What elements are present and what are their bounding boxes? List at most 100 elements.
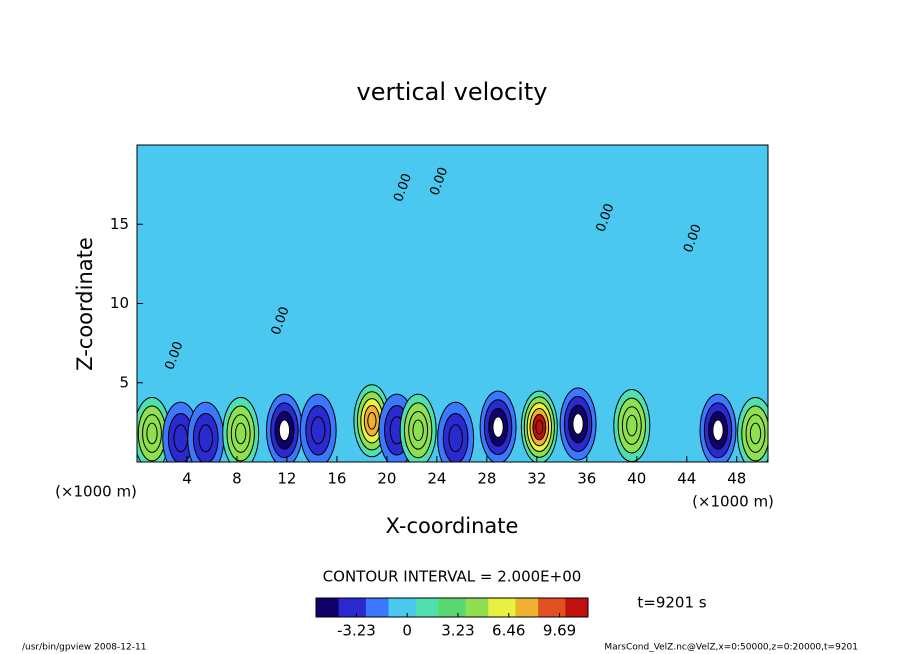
colorbar-segment — [347, 598, 353, 617]
feature — [712, 419, 724, 442]
x-tick-label: 48 — [727, 470, 746, 488]
colorbar-segment — [456, 598, 462, 617]
colorbar-segment — [538, 598, 544, 617]
colorbar-segment — [411, 598, 417, 617]
x-tick-label: 12 — [277, 470, 296, 488]
colorbar-segment — [361, 598, 367, 617]
colorbar-segment — [442, 598, 448, 617]
x-unit: (×1000 m) — [692, 493, 774, 511]
feature — [198, 424, 213, 453]
colorbar-frame — [315, 597, 589, 618]
colorbar-segment — [524, 598, 530, 617]
colorbar-segment — [334, 598, 340, 617]
colorbar-segment — [560, 598, 566, 617]
colorbar-segment — [352, 598, 358, 617]
colorbar-segment — [433, 598, 439, 617]
colorbar-segment — [574, 598, 580, 617]
colorbar-segment — [365, 598, 371, 617]
colorbar-segment — [465, 598, 471, 617]
feature — [572, 413, 584, 435]
colorbar-segment — [402, 598, 408, 617]
x-tick-label: 28 — [477, 470, 496, 488]
contour-interval: CONTOUR INTERVAL = 2.000E+00 — [323, 568, 582, 586]
colorbar-segment — [470, 598, 476, 617]
colorbar-segment — [374, 598, 380, 617]
colorbar-segment — [547, 598, 553, 617]
colorbar-segment — [452, 598, 458, 617]
colorbar-segment — [429, 598, 435, 617]
time-label: t=9201 s — [637, 594, 706, 612]
colorbar-segment — [329, 598, 335, 617]
feature — [173, 424, 188, 453]
colorbar-segment — [320, 598, 326, 617]
feature — [367, 411, 377, 430]
feature — [310, 416, 326, 445]
colorbar-tick-label: -3.23 — [337, 622, 376, 640]
colorbar-tick-label: 6.46 — [492, 622, 525, 640]
colorbar-segment — [533, 598, 539, 617]
feature — [448, 424, 463, 453]
colorbar-tick-label: 3.23 — [441, 622, 474, 640]
colorbar-segment — [370, 598, 376, 617]
y-tick-label: 15 — [110, 215, 129, 233]
x-tick-label: 24 — [427, 470, 446, 488]
feature — [412, 419, 424, 442]
feature — [626, 414, 638, 437]
colorbar-segment — [551, 598, 557, 617]
colorbar-segment — [388, 598, 394, 617]
colorbar-segment — [510, 598, 516, 617]
x-tick-label: 40 — [627, 470, 646, 488]
y-tick-label: 10 — [110, 294, 129, 312]
colorbar-segment — [325, 598, 331, 617]
colorbar-segment — [569, 598, 575, 617]
colorbar-segment — [556, 598, 562, 617]
colorbar-segment — [488, 598, 494, 617]
feature — [146, 422, 158, 445]
colorbar-segment — [393, 598, 399, 617]
x-tick-label: 8 — [232, 470, 242, 488]
feature — [749, 422, 762, 445]
colorbar-segment — [343, 598, 349, 617]
colorbar-segment — [515, 598, 521, 617]
x-tick-label: 44 — [677, 470, 696, 488]
colorbar-segment — [542, 598, 548, 617]
colorbar-segment — [578, 598, 584, 617]
colorbar-segment — [474, 598, 480, 617]
colorbar-segment — [529, 598, 535, 617]
colorbar-segment — [420, 598, 426, 617]
y-tick-label: 5 — [119, 373, 129, 391]
colorbar-segment — [415, 598, 421, 617]
colorbar-segment — [438, 598, 444, 617]
chart-title: vertical velocity — [357, 78, 548, 106]
colorbar-segment — [565, 598, 571, 617]
feature — [492, 416, 504, 438]
colorbar-segment — [583, 598, 589, 617]
colorbar-segment — [461, 598, 467, 617]
colorbar-segment — [479, 598, 485, 617]
colorbar-segment — [384, 598, 390, 617]
colorbar-segment — [520, 598, 526, 617]
x-tick-label: 4 — [182, 470, 192, 488]
feature — [535, 419, 544, 435]
colorbar-segment — [501, 598, 507, 617]
feature — [278, 419, 291, 442]
colorbar-segment — [379, 598, 385, 617]
colorbar-segment — [424, 598, 430, 617]
plot-area: 0.00 0.000.000.000.000.00 — [137, 145, 768, 462]
x-axis-label: X-coordinate — [386, 514, 519, 538]
colorbar-segment — [506, 598, 512, 617]
x-tick-label: 16 — [327, 470, 346, 488]
colorbar-segment — [483, 598, 489, 617]
colorbar-segment — [406, 598, 412, 617]
colorbar-segment — [397, 598, 403, 617]
colorbar-tick-label: 0 — [402, 622, 412, 640]
colorbar-segment — [338, 598, 344, 617]
x-tick-label: 20 — [377, 470, 396, 488]
colorbar-segment — [356, 598, 362, 617]
colorbar-segment — [497, 598, 503, 617]
colorbar-tick-label: 9.69 — [543, 622, 576, 640]
colorbar-segment — [316, 598, 322, 617]
y-axis-label: Z-coordinate — [73, 237, 97, 371]
colorbar-segment — [492, 598, 498, 617]
